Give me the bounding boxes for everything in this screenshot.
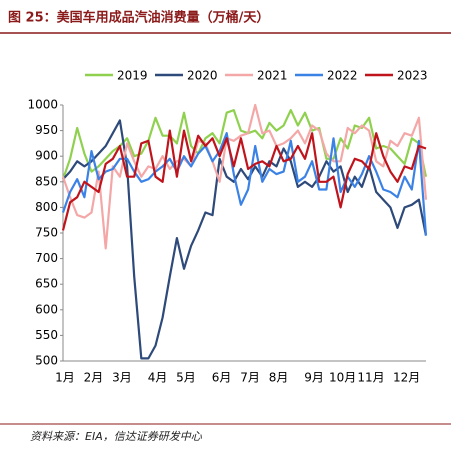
x-tick-label: 9月 [304,371,324,385]
y-tick-label: 1000 [27,98,58,112]
y-tick-label: 600 [35,302,58,316]
legend-label: 2022 [327,69,358,83]
x-tick-label: 4月 [148,371,168,385]
x-tick-label: 3月 [112,371,132,385]
series-line [61,129,427,231]
y-tick-label: 850 [35,174,58,188]
y-tick-label: 750 [35,226,58,240]
x-tick-label: 8月 [269,371,289,385]
x-tick-label: 5月 [176,371,196,385]
x-tick-label: 10月 [329,371,356,385]
x-tick-label: 7月 [240,371,260,385]
y-tick-label: 950 [35,123,58,137]
legend-label: 2020 [187,69,218,83]
y-tick-label: 650 [35,277,58,291]
y-tick-label: 900 [35,149,58,163]
y-tick-label: 700 [35,251,58,265]
source: 资料来源：EIA，信达证券研发中心 [30,430,203,443]
y-tick-label: 800 [35,200,58,214]
series-line [62,119,428,360]
x-tick-label: 6月 [212,371,232,385]
legend-label: 2023 [397,69,428,83]
chart-title: 图 25：美国车用成品汽油消费量（万桶/天） [8,10,269,26]
y-tick-label: 500 [35,354,58,368]
x-tick-label: 2月 [84,371,104,385]
y-tick-label: 550 [35,328,58,342]
legend-label: 2019 [117,69,148,83]
x-tick-label: 1月 [55,371,75,385]
x-tick-label: 11月 [357,371,384,385]
legend-label: 2021 [257,69,288,83]
x-tick-label: 12月 [393,371,420,385]
